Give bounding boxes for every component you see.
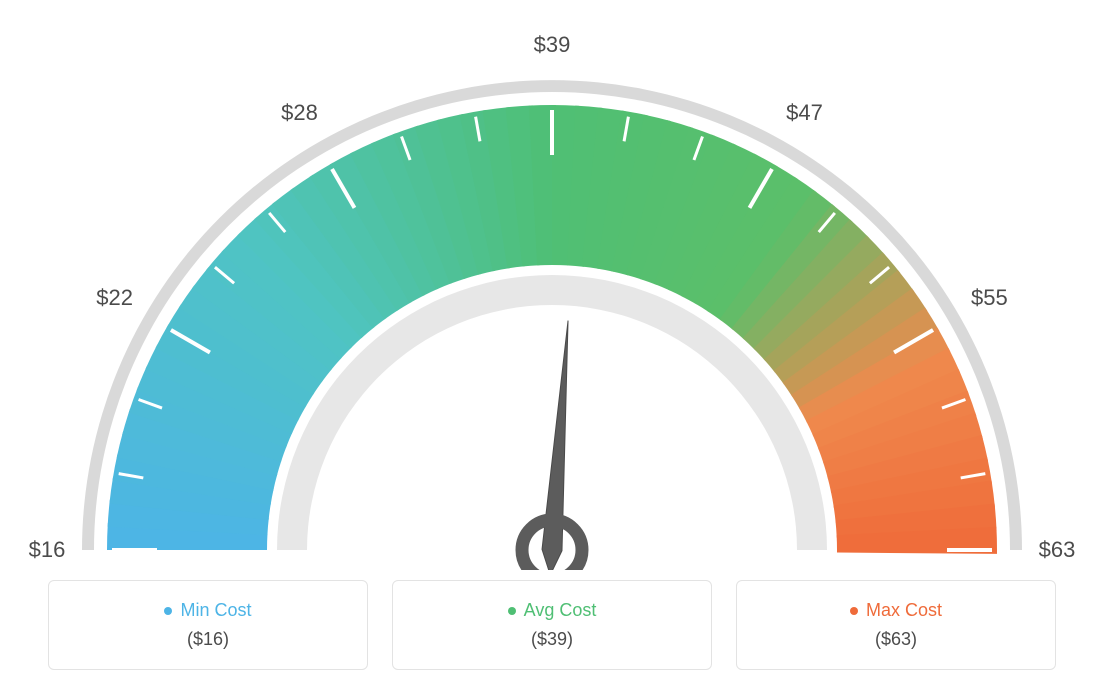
legend-dot-max <box>850 607 858 615</box>
gauge-tick-label: $22 <box>96 285 133 311</box>
gauge-tick-label: $16 <box>29 537 66 563</box>
legend-label-avg: Avg Cost <box>524 600 597 621</box>
legend-card-avg: Avg Cost ($39) <box>392 580 712 670</box>
legend-row: Min Cost ($16) Avg Cost ($39) Max Cost (… <box>48 580 1056 670</box>
legend-value-max: ($63) <box>875 629 917 650</box>
gauge-tick-label: $63 <box>1039 537 1076 563</box>
legend-label-min: Min Cost <box>180 600 251 621</box>
gauge-tick-label: $28 <box>281 100 318 126</box>
legend-card-max: Max Cost ($63) <box>736 580 1056 670</box>
legend-dot-min <box>164 607 172 615</box>
gauge-tick-label: $39 <box>534 32 571 58</box>
legend-value-avg: ($39) <box>531 629 573 650</box>
gauge-tick-label: $47 <box>786 100 823 126</box>
legend-dot-avg <box>508 607 516 615</box>
cost-gauge: $16$22$28$39$47$55$63 <box>52 30 1052 570</box>
legend-label-max: Max Cost <box>866 600 942 621</box>
gauge-svg <box>52 30 1052 570</box>
gauge-tick-label: $55 <box>971 285 1008 311</box>
legend-card-min: Min Cost ($16) <box>48 580 368 670</box>
legend-value-min: ($16) <box>187 629 229 650</box>
